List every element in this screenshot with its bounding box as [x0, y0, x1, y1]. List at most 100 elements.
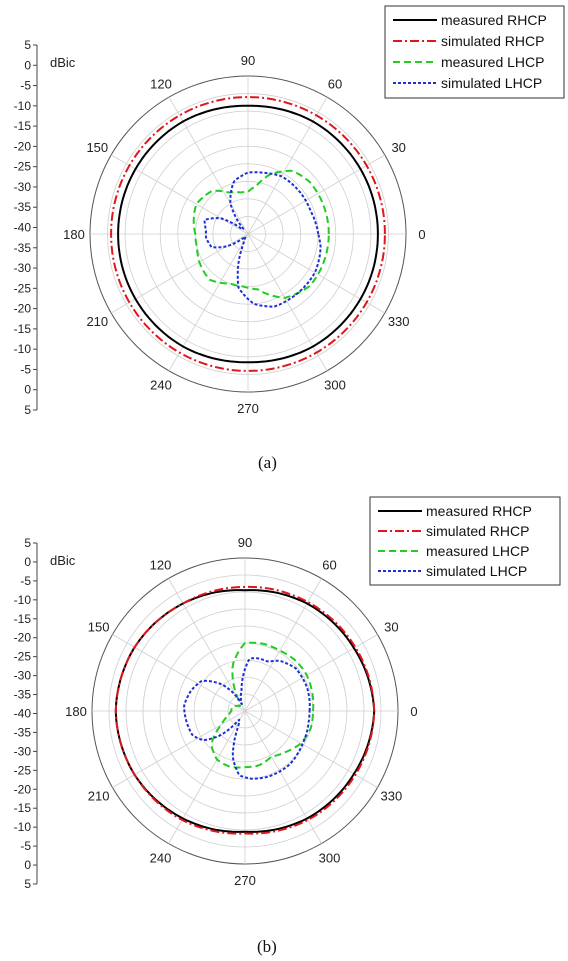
caption-b: (b)	[257, 937, 277, 956]
chart-0-legend-label: simulated RHCP	[441, 33, 544, 49]
polar-chart-a: 0 30 60 90 120 150 180 210 240 270 300 330 5 0 -5 -10 -1…	[14, 5, 565, 417]
chart-0-angle-label: 60	[328, 76, 342, 91]
chart-0-unit-label: dBic	[50, 55, 76, 70]
chart-0-grid-spoke	[247, 233, 386, 314]
chart-0-tick-label: -10	[14, 99, 32, 113]
chart-0-angle-label: 330	[388, 314, 410, 329]
chart-1-tick-label: -5	[20, 574, 31, 588]
chart-0-angle-label: 150	[86, 140, 108, 155]
chart-0-angle-label: 240	[150, 378, 172, 393]
chart-0-tick-label: -35	[14, 241, 32, 255]
chart-1-series-2	[210, 641, 315, 769]
chart-1-tick-label: -40	[14, 707, 32, 721]
chart-0-angle-label: 120	[150, 76, 172, 91]
chart-1-legend-label: measured RHCP	[426, 503, 532, 519]
chart-0-tick-label: -25	[14, 281, 32, 295]
caption-a: (a)	[258, 453, 277, 472]
chart-1-tick-label: -25	[14, 763, 32, 777]
chart-0-tick-label: -5	[20, 362, 31, 376]
chart-0-tick-label: -10	[14, 342, 32, 356]
chart-1-tick-label: -20	[14, 631, 32, 645]
chart-1-legend-label: measured LHCP	[426, 543, 530, 559]
chart-0-tick-label: 0	[24, 58, 31, 72]
chart-0-angle-label: 0	[418, 227, 425, 242]
chart-1-tick-label: -10	[14, 593, 32, 607]
chart-1-grid-spoke	[244, 710, 322, 844]
chart-0-angle-label: 210	[86, 314, 108, 329]
chart-0-grid-spoke	[247, 96, 328, 235]
chart-0-tick-label: -20	[14, 139, 32, 153]
chart-0-tick-label: -25	[14, 160, 32, 174]
chart-0-radial-axis: 5 0 -5 -10 -15 -20 -25 -30 -35 -40 -35 -30 -25 -20 -15…	[14, 38, 38, 417]
chart-1-tick-label: -35	[14, 688, 32, 702]
chart-1-angle-label: 60	[322, 558, 336, 573]
chart-0-series-1	[110, 96, 386, 372]
chart-1-tick-label: -10	[14, 820, 32, 834]
chart-1-tick-label: -35	[14, 725, 32, 739]
chart-0-tick-label: -40	[14, 221, 32, 235]
chart-1-series-1	[114, 585, 376, 835]
chart-1-angle-label: 90	[238, 535, 252, 550]
chart-1-tick-label: -30	[14, 744, 32, 758]
chart-1-series-3	[183, 657, 311, 780]
chart-1-tick-label: -20	[14, 782, 32, 796]
chart-1-unit-label: dBic	[50, 553, 76, 568]
chart-1-angle-label: 30	[384, 620, 398, 635]
chart-1-grid-spoke	[244, 634, 378, 712]
chart-0-angle-label: 90	[241, 53, 255, 68]
polar-chart-b: 0 30 60 90 120 150 180 210 240 270 300 330 5 0 -5 -10 -1…	[14, 496, 561, 891]
chart-1-angle-label: 210	[88, 789, 110, 804]
chart-0-grid-spoke	[247, 233, 328, 372]
chart-1-grid-spoke	[168, 710, 246, 844]
chart-0-angle-label: 180	[63, 227, 85, 242]
chart-0-tick-label: -20	[14, 302, 32, 316]
chart-1-tick-label: -5	[20, 839, 31, 853]
chart-0-angle-label: 30	[391, 140, 405, 155]
chart-0-legend: measured RHCP simulated RHCP measured LHCP…	[384, 5, 565, 99]
chart-0-legend-label: simulated LHCP	[441, 75, 542, 91]
chart-0-tick-label: 0	[24, 383, 31, 397]
chart-0-tick-label: -5	[20, 79, 31, 93]
chart-0-grid-spoke	[168, 96, 249, 235]
chart-0-legend-label: measured RHCP	[441, 12, 547, 28]
chart-0-legend-label: measured LHCP	[441, 54, 545, 70]
chart-1-angle-label: 150	[88, 620, 110, 635]
chart-0-grid	[89, 75, 407, 393]
chart-1-tick-label: -25	[14, 650, 32, 664]
chart-1-angle-label: 270	[234, 873, 256, 888]
chart-0-tick-label: 5	[24, 403, 31, 417]
chart-0-grid-spoke	[168, 233, 249, 372]
chart-1-tick-label: 5	[24, 536, 31, 550]
chart-1-tick-label: 5	[24, 877, 31, 891]
chart-1-tick-label: -30	[14, 669, 32, 683]
chart-1-legend: measured RHCP simulated RHCP measured LHCP…	[369, 496, 561, 586]
chart-1-tick-label: -15	[14, 801, 32, 815]
chart-1-grid-spoke	[244, 578, 322, 712]
chart-0-grid-spoke	[247, 154, 386, 235]
chart-0-tick-label: -30	[14, 180, 32, 194]
chart-1-grid	[91, 557, 399, 865]
chart-1-angle-label: 180	[65, 704, 87, 719]
chart-0-tick-label: -15	[14, 322, 32, 336]
chart-1-angle-label: 240	[150, 850, 172, 865]
chart-0-angle-label: 300	[324, 378, 346, 393]
chart-1-legend-label: simulated RHCP	[426, 523, 529, 539]
chart-1-angle-label: 330	[381, 789, 403, 804]
chart-1-tick-label: -15	[14, 612, 32, 626]
chart-1-angle-label: 300	[319, 850, 341, 865]
chart-0-series-3	[203, 171, 322, 308]
chart-1-angle-label: 0	[410, 704, 417, 719]
chart-1-tick-label: 0	[24, 858, 31, 872]
chart-0-angle-label: 270	[237, 401, 259, 416]
chart-0-tick-label: -30	[14, 261, 32, 275]
chart-0-series-2	[192, 169, 330, 299]
chart-1-legend-label: simulated LHCP	[426, 563, 527, 579]
chart-1-angle-label: 120	[150, 558, 172, 573]
chart-1-grid-spoke	[168, 578, 246, 712]
chart-0-tick-label: 5	[24, 38, 31, 52]
chart-0-series-0	[117, 104, 379, 364]
chart-0-tick-label: -15	[14, 119, 32, 133]
chart-0-tick-label: -35	[14, 200, 32, 214]
chart-1-tick-label: 0	[24, 555, 31, 569]
chart-1-radial-axis: 5 0 -5 -10 -15 -20 -25 -30 -35 -40 -35 -30 -25 -20 -15…	[14, 536, 38, 891]
